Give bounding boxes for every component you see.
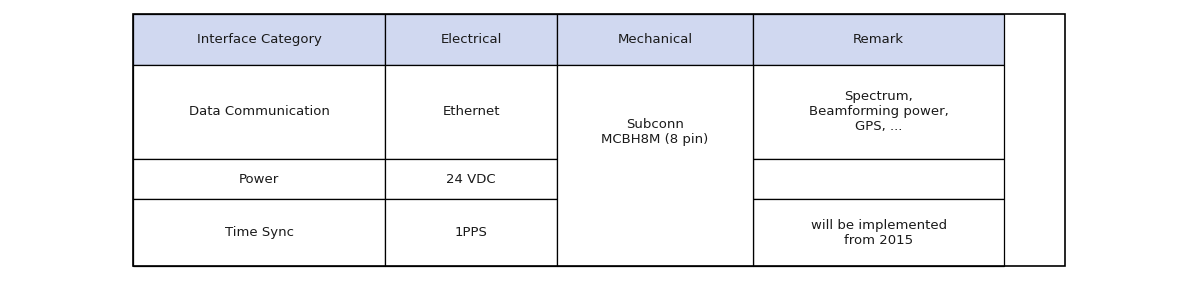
Bar <box>133 14 1065 266</box>
Text: Interface Category: Interface Category <box>196 33 321 46</box>
Text: Subconn
MCBH8M (8 pin): Subconn MCBH8M (8 pin) <box>601 118 709 146</box>
Bar <box>753 159 1004 199</box>
Bar <box>753 14 1004 65</box>
Bar <box>753 199 1004 266</box>
Bar <box>557 65 753 266</box>
Text: Mechanical: Mechanical <box>618 33 693 46</box>
Bar <box>133 199 384 266</box>
Text: will be implemented
from 2015: will be implemented from 2015 <box>810 219 947 247</box>
Text: Remark: Remark <box>853 33 904 46</box>
Text: Data Communication: Data Communication <box>189 105 330 118</box>
Text: Power: Power <box>239 173 280 186</box>
Bar <box>384 65 557 159</box>
Bar <box>384 14 557 65</box>
Bar <box>133 159 384 199</box>
Text: 1PPS: 1PPS <box>455 226 488 239</box>
Text: Electrical: Electrical <box>440 33 502 46</box>
Text: Spectrum,
Beamforming power,
GPS, ...: Spectrum, Beamforming power, GPS, ... <box>809 90 948 133</box>
Text: Time Sync: Time Sync <box>225 226 294 239</box>
Bar <box>557 14 753 65</box>
Bar <box>384 199 557 266</box>
Bar <box>384 159 557 199</box>
Text: 24 VDC: 24 VDC <box>446 173 496 186</box>
Text: Ethernet: Ethernet <box>443 105 500 118</box>
Bar <box>753 65 1004 159</box>
Bar <box>133 65 384 159</box>
Bar <box>133 14 384 65</box>
